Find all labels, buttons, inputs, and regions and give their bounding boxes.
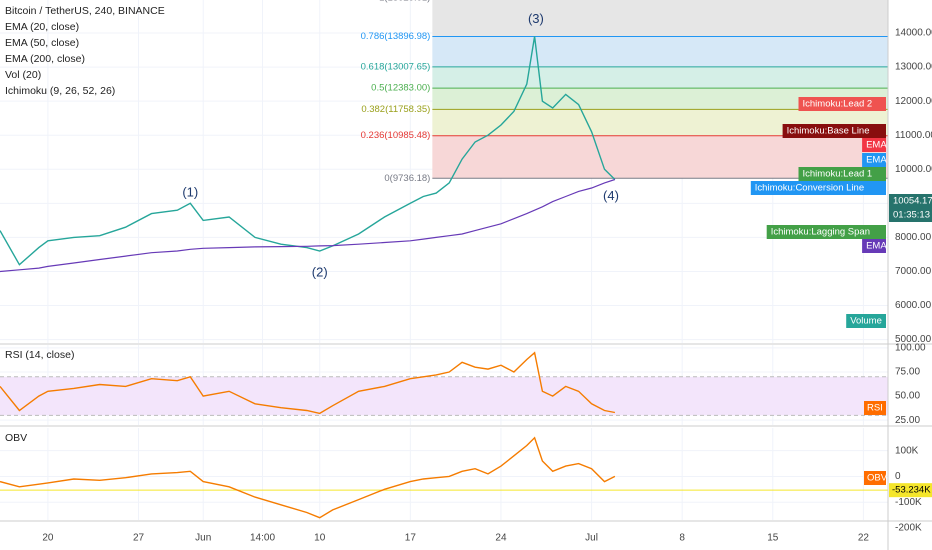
legend-entry: EMA (50, close) bbox=[5, 37, 79, 49]
price-tag-bg bbox=[862, 239, 886, 253]
wave-label: (3) bbox=[528, 11, 544, 26]
pane-title: OBV bbox=[5, 432, 27, 444]
y-tick-label: 12000.00 bbox=[895, 96, 932, 107]
x-tick-label: 15 bbox=[767, 533, 779, 544]
price-tag-bg bbox=[766, 225, 886, 239]
price-tag-bg bbox=[782, 124, 886, 138]
x-tick-label: 17 bbox=[405, 533, 417, 544]
obv-level-tag-bg bbox=[889, 483, 932, 498]
x-tick-label: 24 bbox=[495, 533, 507, 544]
legend-entry: EMA (20, close) bbox=[5, 21, 79, 33]
pane-tag: OBV bbox=[867, 473, 888, 484]
x-tick-label: 8 bbox=[679, 533, 685, 544]
x-tick-label: 22 bbox=[858, 533, 870, 544]
price-tag-bg bbox=[862, 138, 886, 152]
price-tag: Ichimoku:Lead 1 bbox=[803, 169, 873, 180]
legend-entry: Vol (20) bbox=[5, 69, 41, 81]
price-tag: Ichimoku:Lagging Span bbox=[771, 227, 870, 238]
price-tag: EMA bbox=[866, 140, 887, 151]
price-tag: 01:35:13 bbox=[893, 210, 930, 221]
rsi-band bbox=[0, 376, 888, 416]
x-tick-label: 10 bbox=[314, 533, 326, 544]
fib-label: 0.5(12383.00) bbox=[371, 83, 430, 94]
pane-tag-bg bbox=[864, 401, 886, 415]
y-tick-label: 7000.00 bbox=[895, 266, 932, 277]
y-tick-label: -100K bbox=[895, 497, 922, 508]
pane-tag-bg bbox=[864, 471, 886, 485]
y-tick-label: 8000.00 bbox=[895, 232, 932, 243]
y-tick-label: 6000.00 bbox=[895, 300, 932, 311]
x-tick-label: Jun bbox=[195, 533, 211, 544]
pane bbox=[0, 345, 888, 425]
legend-entry: Ichimoku (9, 26, 52, 26) bbox=[5, 85, 115, 97]
y-tick-label: 13000.00 bbox=[895, 62, 932, 73]
wave-label: (2) bbox=[312, 265, 328, 280]
price-tag-bg bbox=[889, 194, 932, 208]
price-tag: Ichimoku:Base Line bbox=[787, 126, 870, 137]
wave-label: (4) bbox=[603, 188, 619, 203]
price-tag: EMA bbox=[866, 155, 887, 166]
x-tick-label: 27 bbox=[133, 533, 145, 544]
legend-entry: Bitcoin / TetherUS, 240, BINANCE bbox=[5, 5, 165, 17]
fib-label: 0.382(11758.35) bbox=[361, 104, 430, 115]
fib-label: 0.618(13007.65) bbox=[361, 61, 431, 72]
fib-label: 1(15029.01) bbox=[379, 0, 430, 4]
price-tag-bg bbox=[862, 153, 886, 167]
price-tag-bg bbox=[798, 167, 886, 181]
x-tick-label: 20 bbox=[42, 533, 54, 544]
wave-label: (1) bbox=[182, 185, 198, 200]
y-tick-label: 50.00 bbox=[895, 391, 920, 402]
fib-label: 0.786(13896.98) bbox=[361, 31, 431, 42]
price-tag: 10054.17 bbox=[893, 196, 932, 207]
y-tick-label: 75.00 bbox=[895, 367, 920, 378]
y-tick-label: 100.00 bbox=[895, 343, 926, 354]
x-tick-label: 14:00 bbox=[250, 533, 275, 544]
fib-band bbox=[432, 0, 888, 37]
price-tag-bg bbox=[750, 181, 886, 195]
fib-label: 0.236(10985.48) bbox=[361, 130, 431, 141]
price-tag-bg bbox=[889, 208, 932, 222]
pane-tag: RSI bbox=[867, 403, 883, 414]
series-line bbox=[0, 436, 616, 519]
y-tick-label: 11000.00 bbox=[895, 130, 932, 141]
y-tick-label: 25.00 bbox=[895, 415, 920, 426]
series-line bbox=[0, 178, 616, 273]
price-tag-bg bbox=[846, 314, 886, 328]
price-tag: EMA bbox=[866, 241, 887, 252]
fib-label: 0(9736.18) bbox=[384, 173, 430, 184]
fib-band bbox=[432, 36, 888, 67]
price-tag: Ichimoku:Conversion Line bbox=[755, 183, 864, 194]
y-tick-label: -200K bbox=[895, 523, 922, 534]
series-line bbox=[0, 351, 616, 415]
pane-title: RSI (14, close) bbox=[5, 349, 74, 361]
price-tag: Ichimoku:Lead 2 bbox=[803, 99, 873, 110]
y-tick-label: 0 bbox=[895, 471, 901, 482]
y-tick-label: 100K bbox=[895, 445, 919, 456]
legend-entry: EMA (200, close) bbox=[5, 53, 85, 65]
y-tick-label: 14000.00 bbox=[895, 28, 932, 39]
fib-band bbox=[432, 66, 888, 89]
x-tick-label: Jul bbox=[585, 533, 598, 544]
y-tick-label: 10000.00 bbox=[895, 164, 932, 175]
pane bbox=[0, 428, 888, 520]
y-tick-label: 5000.00 bbox=[895, 334, 932, 345]
price-tag-bg bbox=[798, 97, 886, 111]
series-line bbox=[0, 36, 616, 266]
obv-level-tag: -53.234K bbox=[892, 485, 931, 496]
price-tag: Volume bbox=[850, 316, 882, 327]
